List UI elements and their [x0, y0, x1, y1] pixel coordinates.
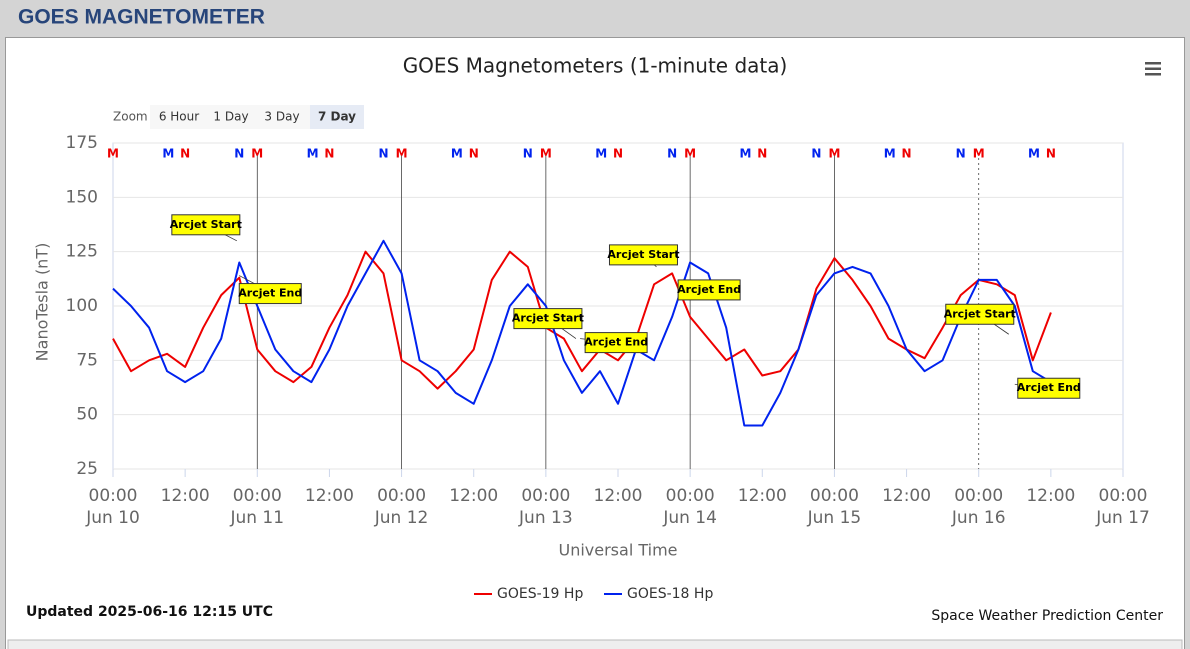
- annotation-label: Arcjet Start: [512, 312, 584, 325]
- orbit-marker: M: [396, 147, 408, 161]
- zoom-label: Zoom: [113, 110, 148, 124]
- menu-bar: [1145, 67, 1161, 70]
- legend-label: GOES-19 Hp: [497, 586, 583, 602]
- y-axis-title: NanoTesla (nT): [33, 243, 52, 362]
- y-tick-label: 150: [66, 187, 98, 207]
- x-tick-label: 12:00: [882, 486, 931, 506]
- y-tick-label: 75: [76, 350, 98, 370]
- orbit-marker: N: [667, 147, 677, 161]
- x-axis-title: Universal Time: [558, 541, 677, 560]
- y-tick-label: 25: [76, 459, 98, 479]
- orbit-marker: M: [540, 147, 552, 161]
- annotation-box: [608, 244, 678, 266]
- orbit-marker: M: [307, 147, 319, 161]
- series-line: [112, 250, 1052, 390]
- x-tick-label: 00:00 Jun 14: [662, 486, 717, 528]
- y-tick-label: 50: [76, 405, 98, 425]
- x-tick-label: 12:00: [1026, 486, 1075, 506]
- annotation-box: [238, 283, 302, 305]
- page-title: GOES MAGNETOMETER: [18, 6, 265, 29]
- orbit-marker: N: [523, 147, 533, 161]
- orbit-marker: M: [251, 147, 263, 161]
- zoom-button-bg: [208, 105, 254, 129]
- x-tick-label: 00:00 Jun 16: [951, 486, 1006, 528]
- orbit-marker: N: [613, 147, 623, 161]
- zoom-button-label: 6 Hour: [159, 110, 199, 124]
- orbit-marker: M: [1028, 147, 1040, 161]
- x-tick-label: 12:00: [161, 486, 210, 506]
- zoom-button[interactable]: 6 Hour: [150, 105, 208, 129]
- x-tick-label: 00:00 Jun 10: [85, 486, 140, 528]
- x-tick-label: 12:00: [449, 486, 498, 506]
- orbit-marker: N: [902, 147, 912, 161]
- annotation-label: Arcjet End: [1017, 381, 1081, 394]
- y-tick-label: 175: [66, 133, 98, 153]
- annotation-label: Arcjet End: [677, 283, 741, 296]
- zoom-button-bg: [150, 105, 208, 129]
- annotation-box: [677, 279, 741, 301]
- orbit-marker: M: [973, 147, 985, 161]
- menu-bar: [1145, 62, 1161, 65]
- annotation-box: [1017, 377, 1081, 399]
- x-tick-label: 12:00: [594, 486, 643, 506]
- x-tick-label: 00:00 Jun 12: [374, 486, 429, 528]
- orbit-marker: N: [324, 147, 334, 161]
- zoom-button-label: 3 Day: [264, 110, 299, 124]
- annotation-label: Arcjet End: [584, 336, 648, 349]
- x-tick-label: 00:00 Jun 15: [807, 486, 862, 528]
- x-tick-label: 00:00 Jun 17: [1095, 486, 1150, 528]
- orbit-marker: N: [234, 147, 244, 161]
- zoom-button[interactable]: 1 Day: [208, 105, 254, 129]
- bottom-strip: [7, 639, 1183, 649]
- orbit-marker: N: [956, 147, 966, 161]
- updated-text: Updated 2025-06-16 12:15 UTC: [26, 604, 273, 620]
- chart-title: GOES Magnetometers (1-minute data): [403, 54, 788, 78]
- orbit-marker: N: [757, 147, 767, 161]
- annotation-label: Arcjet End: [238, 287, 302, 300]
- legend-item[interactable]: GOES-18 Hp: [604, 586, 713, 602]
- orbit-marker: M: [595, 147, 607, 161]
- annotation-box: [513, 308, 583, 330]
- menu-button[interactable]: [1145, 62, 1161, 76]
- orbit-marker: M: [739, 147, 751, 161]
- orbit-marker: M: [884, 147, 896, 161]
- annotation-label: Arcjet Start: [170, 218, 242, 231]
- zoom-button[interactable]: 3 Day: [254, 105, 310, 129]
- orbit-marker: M: [107, 147, 119, 161]
- y-tick-label: 100: [66, 296, 98, 316]
- series-line: [112, 239, 1052, 427]
- orbit-marker: N: [379, 147, 389, 161]
- orbit-marker: N: [469, 147, 479, 161]
- x-tick-label: 00:00 Jun 13: [518, 486, 573, 528]
- legend-item[interactable]: GOES-19 Hp: [474, 586, 583, 602]
- header-bar: [0, 0, 1190, 37]
- annotation-box: [171, 214, 241, 236]
- zoom-button-label: 7 Day: [318, 110, 356, 124]
- zoom-button-bg: [310, 105, 364, 129]
- zoom-button-label: 1 Day: [213, 110, 248, 124]
- x-tick-label: 12:00: [305, 486, 354, 506]
- legend-label: GOES-18 Hp: [627, 586, 713, 602]
- credit-text[interactable]: Space Weather Prediction Center: [931, 608, 1163, 624]
- orbit-marker: N: [1046, 147, 1056, 161]
- orbit-marker: N: [180, 147, 190, 161]
- orbit-marker: M: [684, 147, 696, 161]
- orbit-marker: N: [811, 147, 821, 161]
- zoom-button[interactable]: 7 Day: [310, 105, 364, 129]
- x-tick-label: 12:00: [738, 486, 787, 506]
- y-tick-label: 125: [66, 242, 98, 262]
- zoom-button-bg: [254, 105, 310, 129]
- annotation-box: [584, 332, 648, 354]
- annotation-box: [945, 303, 1015, 325]
- orbit-marker: M: [162, 147, 174, 161]
- x-tick-label: 00:00 Jun 11: [229, 486, 284, 528]
- annotation-label: Arcjet Start: [944, 307, 1016, 320]
- orbit-marker: M: [828, 147, 840, 161]
- menu-bar: [1145, 73, 1161, 76]
- annotation-label: Arcjet Start: [607, 248, 679, 261]
- orbit-marker: M: [451, 147, 463, 161]
